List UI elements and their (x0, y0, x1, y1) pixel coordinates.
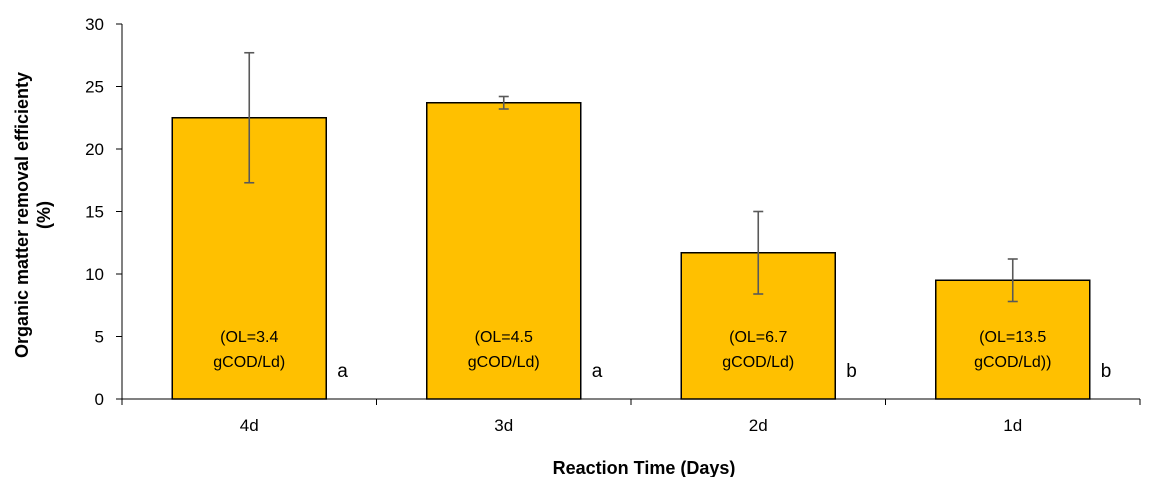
bar-label: (OL=13.5 gCOD/Ld)) (974, 329, 1051, 371)
y-tick-label: 0 (95, 390, 104, 409)
labels-layer: 4d (OL=3.4 gCOD/Ld) a 3d (OL=4.5 gCOD/Ld) a 2d (O… (213, 329, 1111, 435)
bar-label: (OL=4.5 gCOD/Ld) (468, 329, 540, 371)
y-tick-label: 25 (85, 78, 104, 97)
y-tick-label: 5 (95, 328, 104, 347)
bars-layer (171, 102, 1091, 400)
significance-letter: b (1101, 361, 1112, 382)
x-tick-label: 1d (1003, 416, 1022, 435)
x-tick-label: 2d (749, 416, 768, 435)
x-axis-title: Reaction Time (Days) (553, 458, 736, 477)
x-tick-label: 3d (494, 416, 513, 435)
y-tick-label: 15 (85, 203, 104, 222)
y-tick-label: 10 (85, 265, 104, 284)
bar-label: (OL=3.4 gCOD/Ld) (213, 329, 285, 371)
bar-label: (OL=6.7 gCOD/Ld) (722, 329, 794, 371)
error-bars-layer (244, 51, 1018, 303)
y-tick-label: 20 (85, 140, 104, 159)
y-axis-title: Organic matter removal efficienty (%) (12, 72, 54, 358)
significance-letter: b (846, 361, 857, 382)
x-tick-label: 4d (240, 416, 259, 435)
y-tick-label: 30 (85, 15, 104, 34)
significance-letter: a (337, 361, 348, 382)
bar-3d (426, 102, 582, 400)
significance-letter: a (592, 361, 603, 382)
